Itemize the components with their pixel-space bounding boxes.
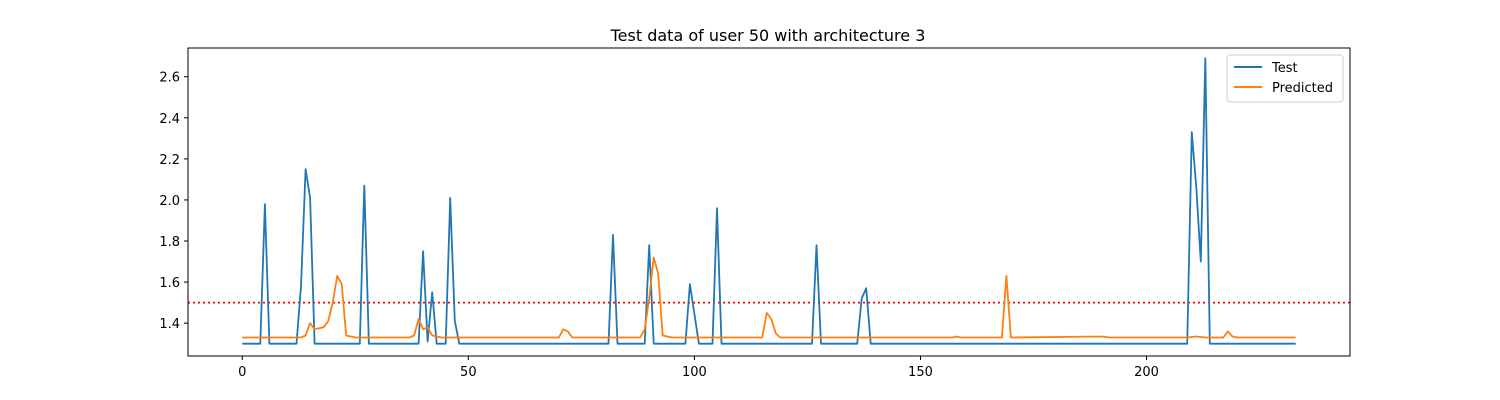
x-tick-label: 150 <box>908 365 933 380</box>
y-tick-label: 1.4 <box>159 317 180 332</box>
axes: 0 50 100 150 200 1.4 1.6 1.8 2.0 2.2 2.4 2.6 <box>159 71 1159 380</box>
y-tick-label: 2.4 <box>159 112 180 127</box>
x-tick-label: 100 <box>682 365 707 380</box>
x-tick-label: 50 <box>460 365 477 380</box>
legend-label-predicted: Predicted <box>1272 81 1333 96</box>
y-tick-label: 1.6 <box>159 276 180 291</box>
series-line-test <box>242 57 1296 345</box>
y-tick-label: 2.2 <box>159 153 180 168</box>
legend-label-test: Test <box>1271 61 1298 76</box>
series-line-predicted <box>242 256 1296 339</box>
chart-title: Test data of user 50 with architecture 3 <box>610 26 926 45</box>
y-tick-label: 2.6 <box>159 71 180 86</box>
plot-area <box>188 57 1350 345</box>
x-tick-label: 200 <box>1134 365 1159 380</box>
y-tick-label: 2.0 <box>159 194 180 209</box>
legend: Test Predicted <box>1226 54 1344 103</box>
y-tick-label: 1.8 <box>159 235 180 250</box>
plot-frame <box>187 47 1351 357</box>
x-tick-label: 0 <box>238 365 246 380</box>
